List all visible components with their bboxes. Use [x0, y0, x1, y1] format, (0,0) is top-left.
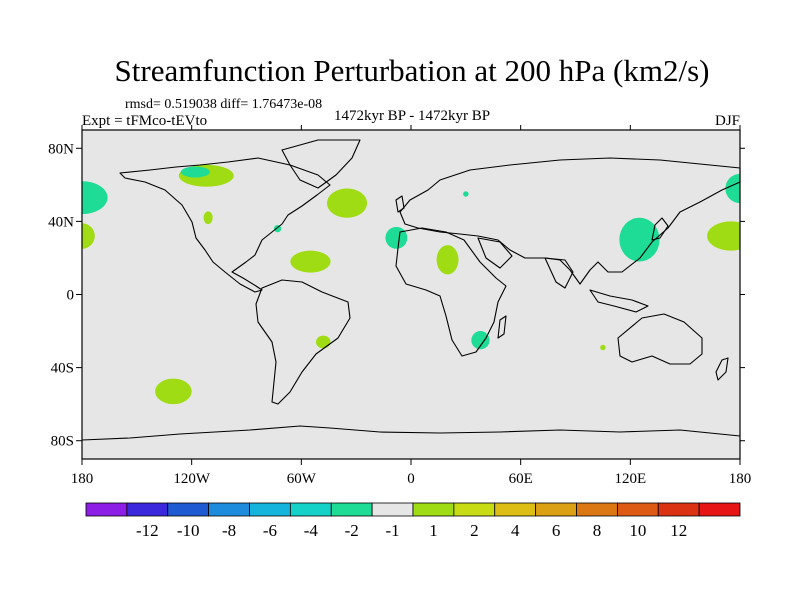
colorbar-swatch-3 — [167, 502, 210, 517]
colorbar-swatch-7 — [330, 502, 373, 517]
anomaly-region-11 — [463, 191, 469, 197]
y-tick-label: 40S — [51, 361, 74, 377]
coastline-india — [544, 257, 574, 289]
y-tick-label: 80N — [48, 141, 74, 157]
colorbar-swatch-1 — [85, 502, 128, 517]
coastline-arabia — [477, 237, 513, 269]
colorbar-swatch-2 — [126, 502, 169, 517]
colorbar-swatch-14 — [616, 502, 659, 517]
chart-title: Streamfunction Perturbation at 200 hPa (… — [115, 53, 710, 88]
coastline-british-isles — [395, 195, 405, 213]
colorbar-label: 4 — [511, 521, 520, 540]
colorbar-swatch-15 — [657, 502, 700, 517]
anomaly-region-7 — [326, 188, 368, 218]
x-tick-label: 120E — [614, 471, 646, 487]
colorbar-label: 10 — [629, 521, 646, 540]
anomaly-region-10 — [436, 245, 459, 275]
colorbar-label: 2 — [470, 521, 479, 540]
anomaly-region-1 — [82, 181, 108, 215]
colorbar-label: -2 — [345, 521, 359, 540]
coastline-australia — [617, 313, 703, 365]
anomaly-region-2 — [82, 223, 95, 249]
anomaly-region-13 — [725, 173, 740, 204]
colorbar-label: -8 — [222, 521, 236, 540]
season-label: DJF — [715, 113, 740, 129]
stats-text: rmsd= 0.519038 diff= 1.76473e-08 — [125, 97, 322, 112]
coastline-north-america — [119, 157, 331, 293]
x-tick-label: 180 — [71, 471, 94, 487]
x-tick-label: 0 — [407, 471, 415, 487]
coastlines — [81, 139, 741, 441]
experiment-label: Expt = tFMco-tEVto — [82, 113, 207, 129]
colorbar-swatch-10 — [453, 502, 496, 517]
map-plot: 180 120W 60W 0 60E 120E 180 80N 40N 0 40S 80S — [48, 125, 751, 487]
axes: 180 120W 60W 0 60E 120E 180 80N 40N 0 40S 80S — [48, 125, 751, 487]
colorbar-swatch-6 — [289, 502, 332, 517]
colorbar-label: -4 — [304, 521, 319, 540]
coastline-new-zealand — [715, 357, 729, 381]
colorbar-swatch-9 — [412, 502, 455, 517]
colorbar-swatch-5 — [249, 502, 291, 517]
colorbar-label: 1 — [429, 521, 438, 540]
anomaly-region-9 — [385, 226, 408, 249]
colorbar-label: -1 — [385, 521, 399, 540]
colorbar-swatch-8 — [371, 502, 414, 517]
x-tick-label: 120W — [173, 471, 211, 487]
anomaly-region-6 — [273, 225, 282, 233]
y-tick-label: 0 — [67, 288, 75, 304]
colorbar-swatch-12 — [535, 502, 577, 517]
colorbar-label: 8 — [593, 521, 602, 540]
colorbar: -12 -10 -8 -6 -4 -2 -1 1 2 4 6 8 10 12 — [85, 502, 741, 540]
colorbar-swatch-13 — [576, 502, 618, 517]
colorbar-label: -12 — [136, 521, 159, 540]
coastline-se-asia-islands — [589, 289, 649, 313]
anomaly-layer — [82, 164, 740, 405]
colorbar-label: -10 — [177, 521, 200, 540]
y-tick-label: 40N — [48, 214, 74, 230]
anomaly-region-17 — [600, 344, 606, 351]
anomaly-region-12 — [619, 217, 660, 262]
anomaly-region-5 — [203, 211, 213, 225]
period-label: 1472kyr BP - 1472kyr BP — [334, 108, 490, 124]
coastline-south-america — [255, 279, 351, 405]
coastline-eurasia — [399, 157, 741, 285]
x-tick-label: 60W — [287, 471, 317, 487]
coastline-greenland — [281, 139, 361, 189]
colorbar-labels: -12 -10 -8 -6 -4 -2 -1 1 2 4 6 8 10 12 — [136, 521, 687, 540]
x-tick-label: 60E — [509, 471, 533, 487]
x-tick-label: 180 — [729, 471, 752, 487]
coastline-madagascar — [497, 315, 507, 339]
anomaly-region-18 — [155, 378, 192, 405]
colorbar-label: 6 — [552, 521, 561, 540]
colorbar-label: 12 — [670, 521, 687, 540]
anomaly-region-8 — [290, 250, 331, 273]
coastline-japan — [651, 217, 669, 241]
anomaly-region-16 — [471, 331, 490, 350]
colorbar-boxes — [85, 502, 741, 517]
coastline-antarctica — [81, 425, 741, 441]
coastline-africa — [395, 227, 507, 357]
y-tick-label: 80S — [51, 434, 74, 450]
colorbar-swatch-16 — [698, 502, 741, 517]
anomaly-region-15 — [315, 335, 331, 349]
colorbar-swatch-4 — [208, 502, 250, 517]
colorbar-swatch-11 — [494, 502, 537, 517]
anomaly-region-14 — [707, 221, 740, 251]
colorbar-label: -6 — [263, 521, 277, 540]
anomaly-region-4 — [180, 166, 210, 178]
